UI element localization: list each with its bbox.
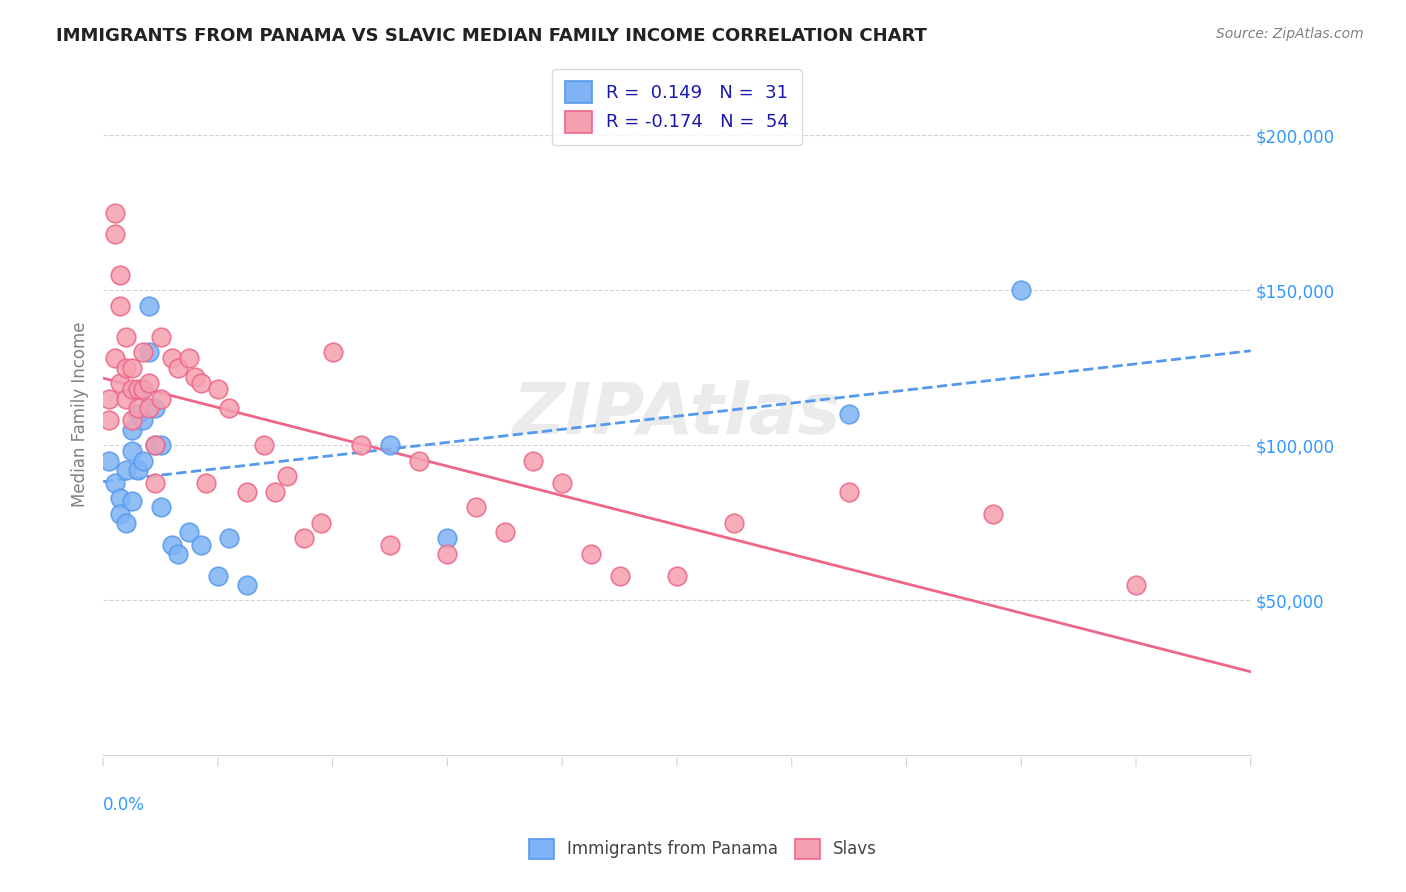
Point	[1010, 283, 1032, 297]
Point	[981, 507, 1004, 521]
Point	[97, 454, 120, 468]
Point	[264, 484, 287, 499]
Point	[132, 383, 155, 397]
Point	[149, 330, 172, 344]
Point	[127, 463, 149, 477]
Point	[551, 475, 574, 490]
Point	[97, 392, 120, 406]
Point	[121, 444, 143, 458]
Point	[190, 376, 212, 391]
Point	[235, 578, 257, 592]
Point	[138, 401, 160, 415]
Point	[465, 500, 488, 515]
Point	[104, 227, 127, 242]
Point	[132, 454, 155, 468]
Point	[149, 392, 172, 406]
Point	[184, 370, 207, 384]
Point	[138, 299, 160, 313]
Point	[149, 438, 172, 452]
Point	[322, 345, 344, 359]
Point	[115, 330, 138, 344]
Point	[121, 360, 143, 375]
Point	[436, 531, 458, 545]
Point	[207, 568, 229, 582]
Point	[143, 438, 166, 452]
Point	[723, 516, 745, 530]
Point	[378, 438, 401, 452]
Point	[143, 438, 166, 452]
Point	[609, 568, 631, 582]
Point	[132, 345, 155, 359]
Point	[132, 383, 155, 397]
Point	[179, 351, 201, 366]
Point	[115, 463, 138, 477]
Point	[138, 376, 160, 391]
Point	[1125, 578, 1147, 592]
Point	[350, 438, 373, 452]
Point	[127, 383, 149, 397]
Point	[309, 516, 332, 530]
Point	[253, 438, 276, 452]
Point	[110, 376, 132, 391]
Point	[127, 401, 149, 415]
Point	[115, 392, 138, 406]
Point	[160, 537, 183, 551]
Point	[110, 299, 132, 313]
Point	[110, 507, 132, 521]
Point	[190, 537, 212, 551]
Point	[143, 401, 166, 415]
Text: Source: ZipAtlas.com: Source: ZipAtlas.com	[1216, 27, 1364, 41]
Point	[160, 351, 183, 366]
Point	[179, 525, 201, 540]
Point	[149, 500, 172, 515]
Point	[110, 491, 132, 505]
Point	[218, 531, 240, 545]
Point	[104, 206, 127, 220]
Point	[143, 475, 166, 490]
Point	[97, 413, 120, 427]
Point	[121, 423, 143, 437]
Point	[115, 360, 138, 375]
Point	[838, 484, 860, 499]
Point	[115, 516, 138, 530]
Point	[104, 351, 127, 366]
Point	[494, 525, 516, 540]
Point	[276, 469, 298, 483]
Point	[195, 475, 218, 490]
Point	[579, 547, 602, 561]
Point	[166, 547, 188, 561]
Point	[665, 568, 688, 582]
Legend: Immigrants from Panama, Slavs: Immigrants from Panama, Slavs	[522, 832, 884, 866]
Point	[132, 413, 155, 427]
Point	[408, 454, 430, 468]
Point	[218, 401, 240, 415]
Point	[207, 383, 229, 397]
Point	[838, 407, 860, 421]
Point	[522, 454, 544, 468]
Point	[138, 345, 160, 359]
Point	[110, 268, 132, 282]
Legend: R =  0.149   N =  31, R = -0.174   N =  54: R = 0.149 N = 31, R = -0.174 N = 54	[553, 69, 801, 145]
Point	[378, 537, 401, 551]
Point	[104, 475, 127, 490]
Point	[166, 360, 188, 375]
Text: ZIPAtlas: ZIPAtlas	[513, 380, 841, 449]
Point	[121, 494, 143, 508]
Point	[121, 413, 143, 427]
Y-axis label: Median Family Income: Median Family Income	[72, 321, 89, 507]
Text: 0.0%: 0.0%	[103, 797, 145, 814]
Point	[436, 547, 458, 561]
Point	[127, 407, 149, 421]
Point	[235, 484, 257, 499]
Text: IMMIGRANTS FROM PANAMA VS SLAVIC MEDIAN FAMILY INCOME CORRELATION CHART: IMMIGRANTS FROM PANAMA VS SLAVIC MEDIAN …	[56, 27, 927, 45]
Point	[292, 531, 315, 545]
Point	[121, 383, 143, 397]
